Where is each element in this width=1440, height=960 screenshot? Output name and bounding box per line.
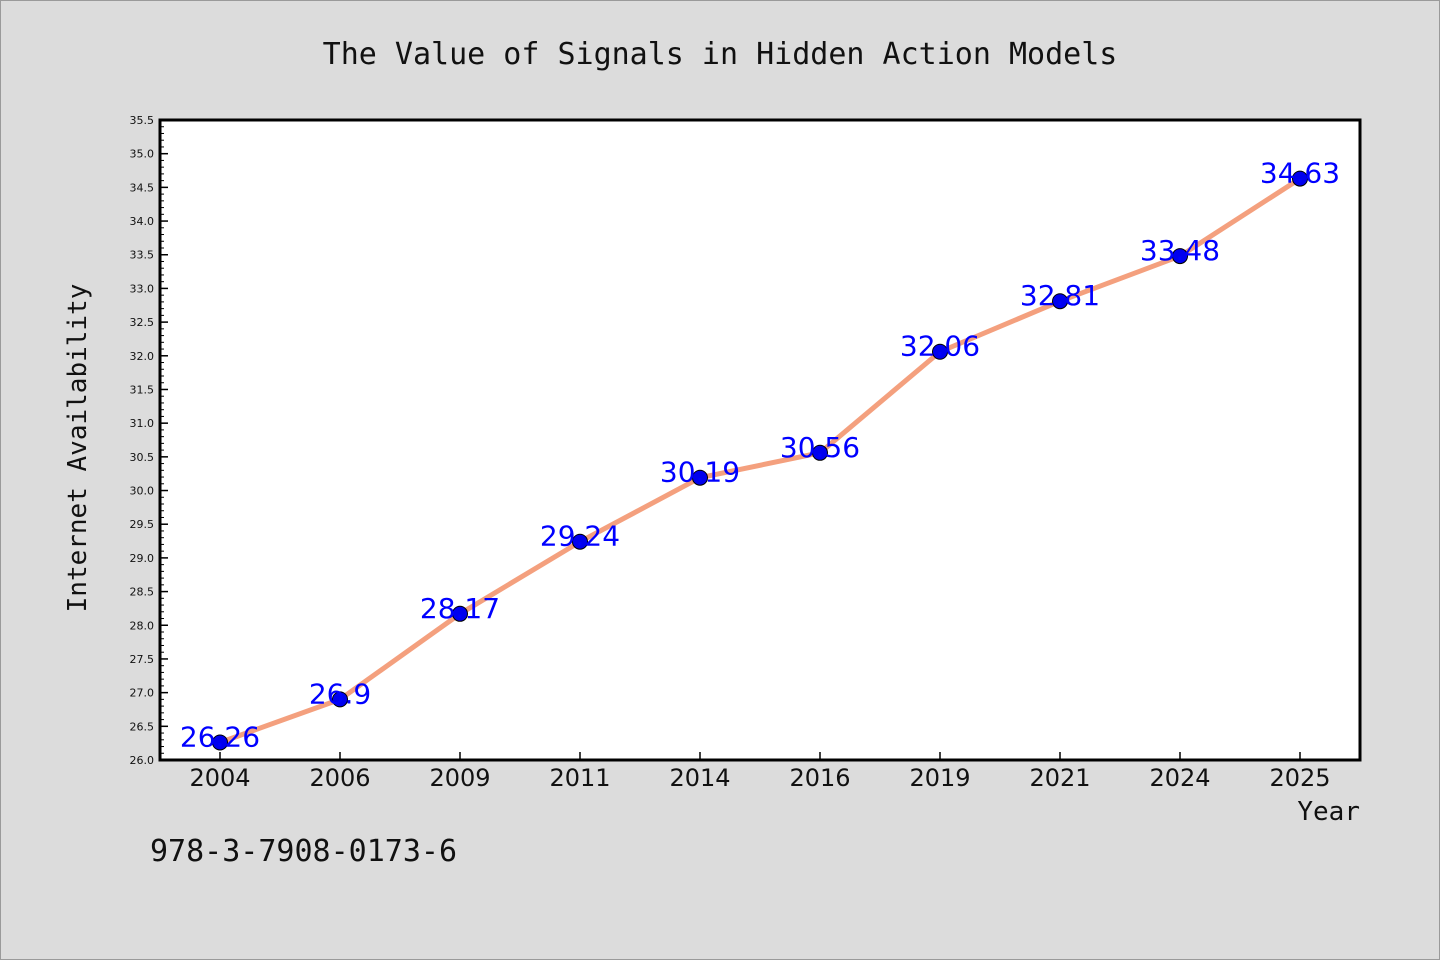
data-label: 26.9: [309, 677, 371, 710]
x-tick-label: 2019: [909, 764, 970, 792]
data-label: 30.56: [780, 431, 860, 464]
data-label: 30.19: [660, 456, 740, 489]
x-tick-label: 2006: [309, 764, 370, 792]
data-labels: 26.26 26.9 28.17 29.24 30.19 30.56 32.06 32.81 3…: [180, 157, 1340, 754]
y-tick-label: 26.5: [130, 720, 155, 733]
data-point: [692, 469, 708, 486]
x-axis: 2004 2006 2009 2011 2014 2016 2019 2021 2024 2025: [189, 752, 1331, 792]
footer-code: 978-3-7908-0173-6: [150, 834, 458, 869]
data-point: [452, 605, 468, 622]
y-tick-label: 34.5: [130, 181, 155, 194]
chart-title: The Value of Signals in Hidden Action Mo…: [323, 37, 1118, 72]
data-label: 26.26: [180, 720, 260, 753]
x-tick-label: 2009: [429, 764, 490, 792]
series-line: [217, 176, 1303, 745]
plot-area: [158, 118, 1362, 762]
y-tick-label: 30.5: [130, 451, 155, 464]
y-tick-label: 29.0: [130, 552, 155, 565]
y-tick-label: 29.5: [130, 518, 155, 531]
x-tick-label: 2021: [1029, 764, 1090, 792]
x-tick-label: 2004: [189, 764, 250, 792]
data-point: [1172, 248, 1188, 265]
data-label: 33.48: [1140, 234, 1220, 267]
data-label: 34.63: [1260, 157, 1340, 190]
y-tick-label: 31.0: [130, 417, 155, 430]
y-tick-label: 28.0: [130, 619, 155, 632]
x-tick-label: 2025: [1269, 764, 1330, 792]
data-point: [1292, 170, 1308, 187]
data-label: 29.24: [540, 520, 620, 553]
series-markers: [212, 170, 1308, 751]
data-point: [1052, 293, 1068, 310]
y-tick-label: 26.0: [130, 754, 155, 767]
y-tick-label: 27.0: [130, 687, 155, 700]
y-tick-label: 35.5: [130, 114, 155, 127]
x-tick-label: 2014: [669, 764, 730, 792]
data-point: [332, 691, 348, 708]
y-axis-label: Internet Availability: [63, 284, 93, 613]
data-label: 32.06: [900, 330, 980, 363]
y-tick-label: 32.0: [130, 350, 155, 363]
x-tick-label: 2024: [1149, 764, 1210, 792]
data-point: [212, 734, 228, 751]
data-label: 32.81: [1020, 279, 1100, 312]
y-tick-label: 35.0: [130, 148, 155, 161]
x-axis-label: Year: [1297, 797, 1360, 827]
y-tick-label: 32.5: [130, 316, 155, 329]
x-tick-label: 2011: [549, 764, 610, 792]
y-tick-label: 33.5: [130, 249, 155, 262]
y-tick-label: 27.5: [130, 653, 155, 666]
y-tick-label: 31.5: [130, 383, 155, 396]
y-axis: 26.0 26.5 27.0 27.5 28.0 28.5 29.0 29.5 30.0 30.5…: [130, 114, 168, 767]
y-tick-label: 34.0: [130, 215, 155, 228]
y-tick-label: 33.0: [130, 282, 155, 295]
y-tick-label: 30.0: [130, 485, 155, 498]
x-tick-label: 2016: [789, 764, 850, 792]
data-point: [572, 533, 588, 550]
data-label: 28.17: [420, 592, 500, 625]
data-point: [932, 343, 948, 360]
y-tick-label: 28.5: [130, 586, 155, 599]
data-point: [812, 444, 828, 461]
